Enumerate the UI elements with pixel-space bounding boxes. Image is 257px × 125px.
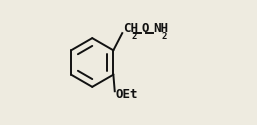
Text: 2: 2 [162,32,167,41]
Text: CH: CH [123,22,138,35]
Text: OEt: OEt [115,88,138,101]
Text: O: O [142,22,149,35]
Text: 2: 2 [131,32,137,41]
Text: NH: NH [153,22,169,35]
